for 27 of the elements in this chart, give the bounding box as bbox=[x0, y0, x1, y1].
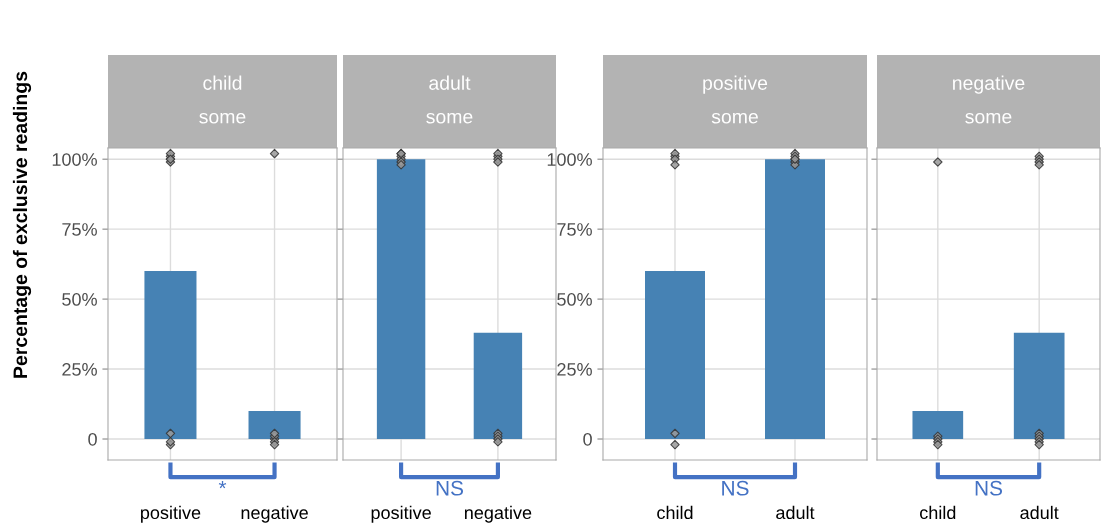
chart-title: negative some bbox=[953, 75, 1025, 124]
x-tick-label: positive bbox=[141, 505, 201, 523]
y-tick-label: 100% bbox=[547, 153, 592, 166]
text: * bbox=[218, 481, 227, 489]
x-tick-label: child bbox=[657, 505, 693, 520]
x-tick-label: negative bbox=[464, 505, 532, 523]
text: NS bbox=[436, 480, 464, 496]
text: NS bbox=[975, 480, 1003, 496]
chart-title: positive some bbox=[703, 75, 768, 124]
y-tick-label: 100% bbox=[52, 153, 97, 166]
chart-title: adult some bbox=[426, 75, 473, 124]
x-tick-label: child bbox=[920, 505, 956, 520]
x-tick-label: positive bbox=[371, 505, 431, 523]
y-tick-label: 75% bbox=[557, 223, 592, 236]
text: NS bbox=[722, 480, 749, 496]
x-tick-label: adult bbox=[776, 505, 815, 520]
y-tick-label: 0 bbox=[583, 432, 592, 446]
y-tick-label: 75% bbox=[62, 223, 97, 236]
y-tick-label: 0 bbox=[88, 432, 97, 446]
y-tick-label: 25% bbox=[62, 362, 97, 376]
x-tick-label: adult bbox=[1020, 505, 1059, 520]
x-tick-label: negative bbox=[241, 505, 308, 523]
y-axis-title: Percentage of exclusive readings bbox=[12, 71, 32, 378]
y-tick-label: 25% bbox=[557, 362, 592, 376]
chart-title: child some bbox=[199, 75, 246, 124]
y-tick-label: 50% bbox=[62, 293, 97, 306]
y-tick-label: 50% bbox=[557, 293, 592, 306]
